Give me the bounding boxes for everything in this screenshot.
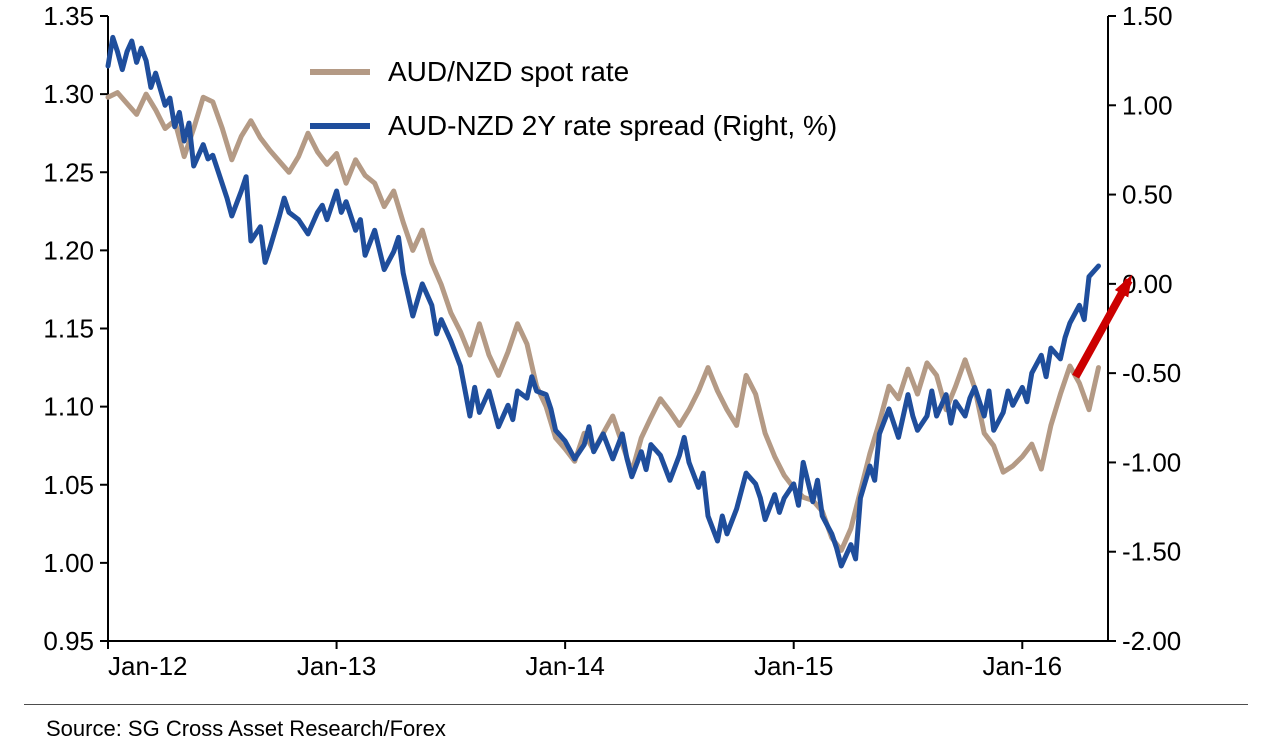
right-axis-label: -2.00 (1122, 626, 1181, 656)
x-axis-label: Jan-13 (297, 651, 377, 681)
left-axis-label: 1.25 (43, 157, 94, 187)
left-axis-label: 1.05 (43, 470, 94, 500)
left-axis-label: 1.20 (43, 235, 94, 265)
legend-label: AUD-NZD 2Y rate spread (Right, %) (388, 110, 837, 142)
right-axis-label: 1.50 (1122, 1, 1173, 31)
source-text: Source: SG Cross Asset Research/Forex (46, 716, 446, 742)
x-axis-label: Jan-15 (754, 651, 834, 681)
left-axis-label: 0.95 (43, 626, 94, 656)
x-axis-label: Jan-14 (525, 651, 605, 681)
right-axis-label: -1.50 (1122, 537, 1181, 567)
left-axis-label: 1.15 (43, 314, 94, 344)
legend-swatch (310, 123, 370, 129)
footer-rule (24, 704, 1248, 705)
right-axis-label: -1.00 (1122, 447, 1181, 477)
legend-label: AUD/NZD spot rate (388, 56, 629, 88)
chart-frame: 0.95 1.00 1.05 1.10 1.15 1.20 1.25 1.30 1.35 -2.0… (0, 0, 1268, 756)
x-axis-label: Jan-12 (108, 651, 188, 681)
legend-item: AUD/NZD spot rate (310, 56, 837, 88)
right-axis-label: -0.50 (1122, 358, 1181, 388)
right-axis-label: 0.50 (1122, 180, 1173, 210)
right-axis-label: 1.00 (1122, 90, 1173, 120)
legend-item: AUD-NZD 2Y rate spread (Right, %) (310, 110, 837, 142)
left-axis-label: 1.30 (43, 79, 94, 109)
trend-arrow (1076, 280, 1129, 376)
left-axis-label: 1.00 (43, 548, 94, 578)
x-axis-label: Jan-16 (983, 651, 1063, 681)
legend-swatch (310, 69, 370, 75)
left-axis-label: 1.10 (43, 392, 94, 422)
left-axis-label: 1.35 (43, 1, 94, 31)
legend: AUD/NZD spot rate AUD-NZD 2Y rate spread … (310, 56, 837, 164)
